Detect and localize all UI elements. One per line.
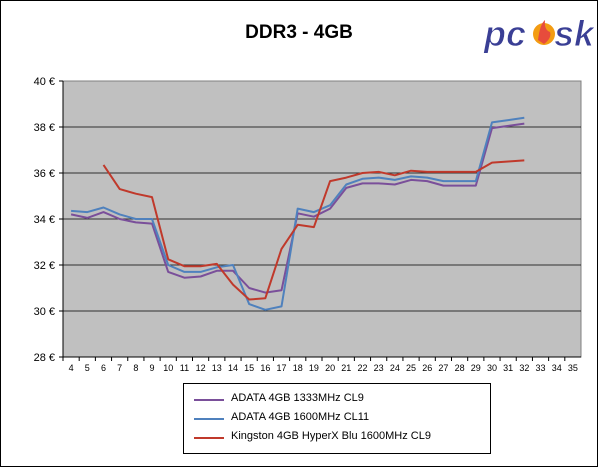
- x-tick-label: 27: [438, 363, 448, 373]
- x-tick-label: 7: [117, 363, 122, 373]
- chart-title: DDR3 - 4GB: [245, 22, 353, 43]
- series-line-1: [71, 116, 525, 311]
- legend-swatch: [194, 437, 224, 439]
- x-tick-label: 11: [180, 363, 189, 373]
- svg-text:sk: sk: [554, 13, 594, 54]
- legend-item-adata-1333: ADATA 4GB 1333MHz CL9: [194, 391, 484, 409]
- x-tick-label: 15: [244, 363, 254, 373]
- x-tick-label: 33: [536, 363, 546, 373]
- x-tick-label: 23: [374, 363, 384, 373]
- x-tick-label: 19: [309, 363, 319, 373]
- x-tick-label: 35: [568, 363, 578, 373]
- pcask-logo: pc sk: [483, 13, 595, 55]
- series-line-2: [102, 159, 525, 301]
- y-tick-label: 32 €: [34, 260, 55, 272]
- x-tick-label: 16: [260, 363, 270, 373]
- x-tick-label: 22: [357, 363, 367, 373]
- x-tick-label: 8: [133, 363, 138, 373]
- x-tick-label: 17: [277, 363, 287, 373]
- legend: ADATA 4GB 1333MHz CL9 ADATA 4GB 1600MHz …: [183, 383, 491, 454]
- x-tick-label: 12: [196, 363, 206, 373]
- svg-text:pc: pc: [483, 13, 526, 54]
- x-tick-label: 18: [293, 363, 303, 373]
- x-tick-label: 9: [150, 363, 155, 373]
- x-tick-label: 32: [519, 363, 529, 373]
- legend-item-adata-1600: ADATA 4GB 1600MHz CL11: [194, 410, 484, 428]
- x-tick-label: 6: [101, 363, 106, 373]
- x-tick-label: 13: [212, 363, 222, 373]
- x-tick-label: 14: [228, 363, 238, 373]
- y-tick-label: 28 €: [34, 352, 55, 364]
- y-tick-label: 34 €: [34, 214, 55, 226]
- legend-label: ADATA 4GB 1333MHz CL9: [231, 392, 364, 404]
- x-tick-label: 25: [406, 363, 416, 373]
- x-tick-label: 31: [503, 363, 513, 373]
- legend-label: Kingston 4GB HyperX Blu 1600MHz CL9: [231, 430, 431, 442]
- x-tick-label: 26: [422, 363, 432, 373]
- legend-swatch: [194, 399, 224, 401]
- x-tick-label: 4: [69, 363, 74, 373]
- x-tick-label: 28: [455, 363, 465, 373]
- legend-label: ADATA 4GB 1600MHz CL11: [231, 411, 370, 423]
- legend-item-kingston: Kingston 4GB HyperX Blu 1600MHz CL9: [194, 429, 484, 447]
- y-tick-label: 38 €: [34, 122, 55, 134]
- x-tick-label: 21: [341, 363, 351, 373]
- x-tick-label: 30: [487, 363, 497, 373]
- y-tick-label: 36 €: [34, 168, 55, 180]
- x-tick-label: 24: [390, 363, 400, 373]
- x-tick-label: 29: [471, 363, 481, 373]
- x-tick-label: 10: [163, 363, 173, 373]
- x-tick-label: 20: [325, 363, 335, 373]
- y-tick-label: 40 €: [34, 76, 55, 88]
- x-tick-label: 34: [552, 363, 562, 373]
- y-tick-label: 30 €: [34, 306, 55, 318]
- legend-swatch: [194, 418, 224, 420]
- x-tick-label: 5: [85, 363, 90, 373]
